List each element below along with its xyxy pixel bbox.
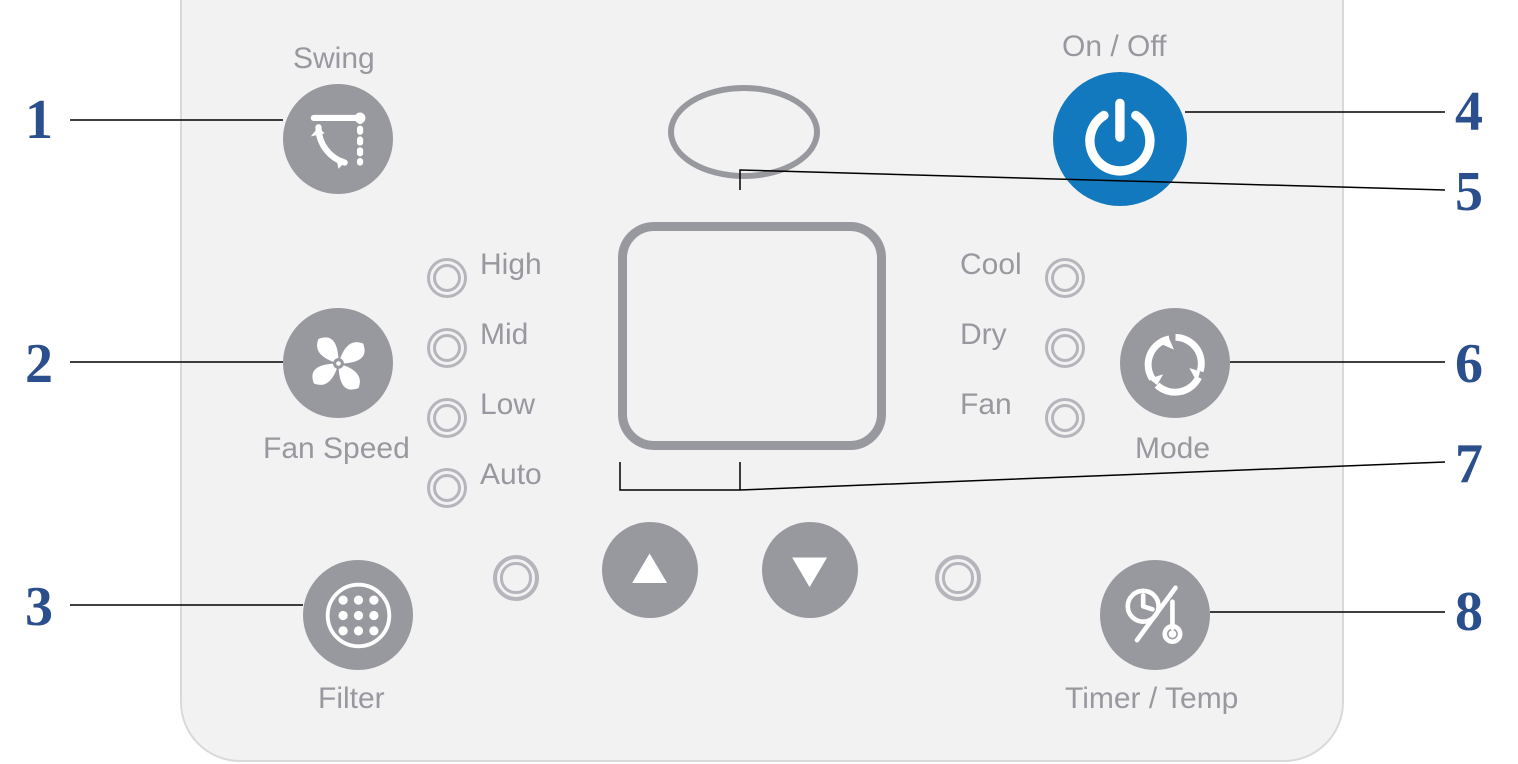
callout-number: 8	[1455, 580, 1483, 644]
fan-speed-led	[427, 328, 467, 368]
fan-speed-led	[427, 398, 467, 438]
mode-option-label: Fan	[960, 388, 1012, 422]
stage: Swing Fan Speed Filter	[0, 0, 1518, 764]
callout-number: 6	[1455, 332, 1483, 396]
mode-label: Mode	[1135, 432, 1210, 466]
down-button[interactable]	[762, 522, 858, 618]
power-icon	[1073, 92, 1167, 186]
fan-icon	[300, 325, 377, 402]
timer-temp-button[interactable]	[1100, 560, 1210, 670]
triangle-down-icon	[776, 536, 843, 603]
swing-icon	[300, 101, 377, 178]
indicator-led-left	[493, 555, 539, 601]
fan-speed-option-label: Mid	[480, 318, 528, 352]
callout-number: 3	[25, 575, 53, 639]
timer-temp-icon	[1117, 577, 1194, 654]
triangle-up-icon	[616, 536, 683, 603]
swing-button[interactable]	[283, 84, 393, 194]
display-screen	[618, 222, 886, 450]
ir-window	[668, 85, 820, 179]
callout-number: 7	[1455, 432, 1483, 496]
swing-label: Swing	[293, 42, 375, 76]
power-label: On / Off	[1062, 30, 1167, 64]
callout-number: 4	[1455, 80, 1483, 144]
mode-led	[1045, 258, 1085, 298]
fan-speed-option-label: High	[480, 248, 542, 282]
callout-number: 2	[25, 332, 53, 396]
filter-button[interactable]	[303, 560, 413, 670]
callout-number: 1	[25, 88, 53, 152]
fan-speed-button[interactable]	[283, 308, 393, 418]
callout-number: 5	[1455, 160, 1483, 224]
timer-temp-label: Timer / Temp	[1065, 682, 1238, 716]
indicator-led-right	[935, 555, 981, 601]
fan-speed-label: Fan Speed	[263, 432, 410, 466]
fan-speed-option-label: Low	[480, 388, 535, 422]
power-button[interactable]	[1053, 72, 1187, 206]
cycle-icon	[1137, 325, 1214, 402]
mode-led	[1045, 328, 1085, 368]
up-button[interactable]	[602, 522, 698, 618]
filter-icon	[320, 577, 397, 654]
mode-led	[1045, 398, 1085, 438]
fan-speed-option-label: Auto	[480, 458, 542, 492]
mode-option-label: Dry	[960, 318, 1007, 352]
filter-label: Filter	[318, 682, 385, 716]
mode-option-label: Cool	[960, 248, 1022, 282]
fan-speed-led	[427, 258, 467, 298]
mode-button[interactable]	[1120, 308, 1230, 418]
fan-speed-led	[427, 468, 467, 508]
